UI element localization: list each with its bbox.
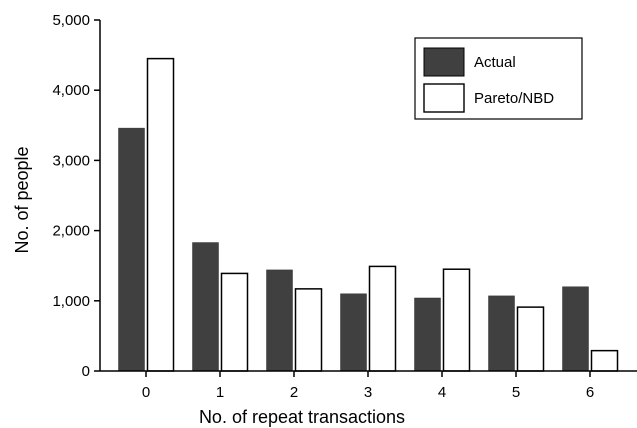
bar-pareto-nbd bbox=[294, 288, 323, 372]
x-tick-label: 4 bbox=[438, 384, 446, 401]
bar-pareto-nbd bbox=[516, 306, 545, 372]
legend-label-actual: Actual bbox=[474, 54, 516, 71]
x-tick-label: 3 bbox=[364, 384, 372, 401]
x-tick-label: 0 bbox=[142, 384, 150, 401]
x-tick-label: 5 bbox=[512, 384, 520, 401]
x-tick-label: 6 bbox=[586, 384, 594, 401]
bar-pareto-nbd bbox=[442, 268, 471, 372]
legend: Actual Pareto/NBD bbox=[414, 37, 583, 120]
y-tick-label: 2,000 bbox=[52, 223, 90, 240]
y-tick-label: 1,000 bbox=[52, 293, 90, 310]
bar-actual bbox=[192, 242, 219, 372]
axis-ticks: 0 1,000 2,000 3,000 4,000 5,000 0 1 2 3 4 5 6 bbox=[52, 12, 594, 401]
legend-label-pareto-nbd: Pareto/NBD bbox=[474, 90, 554, 107]
y-tick-label: 3,000 bbox=[52, 152, 90, 169]
y-tick-label: 4,000 bbox=[52, 82, 90, 99]
y-axis-title: No. of people bbox=[12, 146, 32, 253]
bar-pareto-nbd bbox=[368, 265, 397, 372]
bar-actual bbox=[118, 127, 145, 372]
y-tick-label: 0 bbox=[82, 363, 90, 380]
bar-pareto-nbd bbox=[146, 57, 175, 372]
bar-actual bbox=[340, 293, 367, 372]
bar-actual bbox=[488, 295, 515, 372]
x-tick-label: 1 bbox=[216, 384, 224, 401]
x-tick-label: 2 bbox=[290, 384, 298, 401]
bar-pareto-nbd bbox=[220, 272, 249, 372]
legend-swatch-pareto-nbd bbox=[423, 83, 465, 113]
legend-swatch-actual bbox=[423, 47, 465, 77]
y-tick-label: 5,000 bbox=[52, 12, 90, 29]
plot-area bbox=[118, 57, 619, 372]
bar-actual bbox=[266, 269, 293, 372]
bar-actual bbox=[562, 286, 589, 372]
bar-actual bbox=[414, 297, 441, 372]
x-axis-title: No. of repeat transactions bbox=[199, 407, 405, 427]
bar-pareto-nbd bbox=[590, 349, 619, 372]
